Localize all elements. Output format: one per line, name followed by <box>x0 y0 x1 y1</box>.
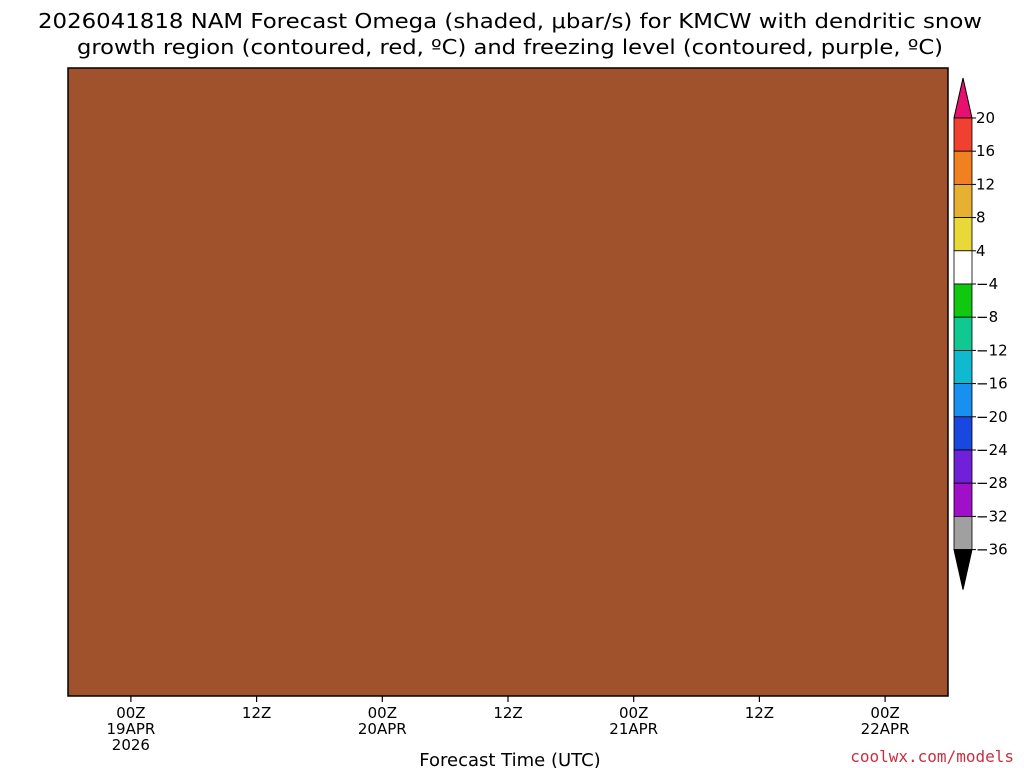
colorbar-band-3 <box>953 183 973 218</box>
colorbar-band-10 <box>953 416 973 451</box>
colorbar-label-9: −20 <box>976 408 1008 426</box>
colorbar-band-13 <box>953 516 973 551</box>
colorbar-band-5 <box>953 250 973 285</box>
colorbar-band-9 <box>953 383 973 418</box>
colorbar-label-0: 20 <box>976 109 995 127</box>
colorbar-label-6: −8 <box>976 308 998 326</box>
colorbar-label-11: −28 <box>976 474 1008 492</box>
chart-title-line1: 2026041818 NAM Forecast Omega (shaded, μ… <box>38 9 982 33</box>
colorbar-label-5: −4 <box>976 275 998 293</box>
colorbar-band-12 <box>953 482 973 517</box>
colorbar-top-arrow <box>953 77 973 119</box>
colorbar-band-8 <box>953 349 973 384</box>
xtick-label-42-0: 12Z <box>493 704 522 722</box>
xtick-label-54-0: 00Z <box>619 704 648 722</box>
colorbar-bottom-arrow <box>953 549 973 590</box>
xtick-label-6-0: 00Z <box>116 704 145 722</box>
colorbar-band-6 <box>953 283 973 318</box>
colorbar-label-13: −36 <box>976 541 1008 559</box>
credit-text: coolwx.com/models <box>850 747 1014 766</box>
xtick-label-18-0: 12Z <box>242 704 271 722</box>
colorbar-label-10: −24 <box>976 441 1008 459</box>
chart-title-line2: growth region (contoured, red, ºC) and f… <box>77 35 943 59</box>
colorbar-band-4 <box>953 217 973 252</box>
colorbar-band-2 <box>953 150 973 185</box>
ground-surface <box>68 68 948 696</box>
colorbar-label-4: 4 <box>976 242 986 260</box>
colorbar-label-8: −16 <box>976 375 1008 393</box>
xtick-label-6-1: 19APR <box>106 720 155 738</box>
colorbar-band-1 <box>953 117 973 152</box>
colorbar-label-7: −12 <box>976 341 1008 359</box>
xtick-label-30-1: 20APR <box>358 720 407 738</box>
xtick-label-66-0: 12Z <box>745 704 774 722</box>
xtick-label-78-0: 00Z <box>870 704 899 722</box>
colorbar-band-11 <box>953 449 973 484</box>
colorbar-label-3: 8 <box>976 209 986 227</box>
xtick-label-78-1: 22APR <box>861 720 910 738</box>
colorbar: 20 16 12 8 4 −4 −8 −12 −16 −20 −24 −28 −32 −36 <box>953 77 1008 590</box>
xtick-label-30-0: 00Z <box>368 704 397 722</box>
colorbar-band-7 <box>953 316 973 351</box>
x-axis-label: Forecast Time (UTC) <box>419 750 600 768</box>
colorbar-label-12: −32 <box>976 507 1008 525</box>
xtick-label-54-1: 21APR <box>609 720 658 738</box>
xtick-label-6-2: 2026 <box>112 736 150 754</box>
colorbar-label-1: 16 <box>976 142 995 160</box>
colorbar-label-2: 12 <box>976 175 995 193</box>
ground-fill <box>68 68 948 696</box>
